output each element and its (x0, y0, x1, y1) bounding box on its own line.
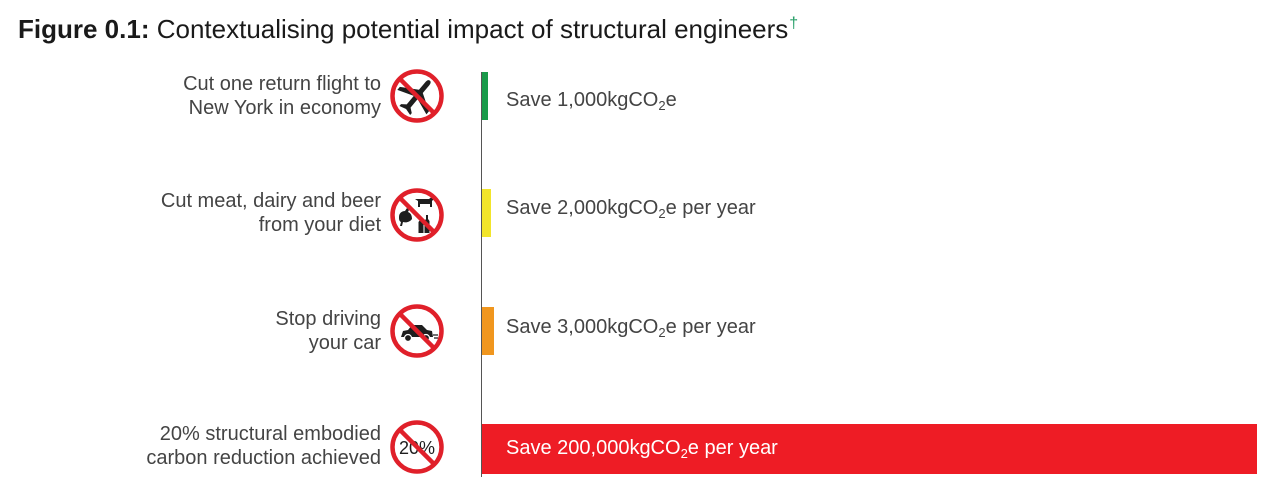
no-flight-icon (390, 69, 444, 123)
bar-flight (482, 72, 488, 120)
row-label: Stop driving your car (81, 307, 381, 355)
no-food-icon (390, 188, 444, 242)
chart-row-diet: Cut meat, dairy and beer from your diet … (0, 188, 1274, 242)
bar-value-label: Save 2,000kgCO2e per year (506, 197, 756, 221)
baseline-axis (481, 72, 482, 477)
row-label-line-1: Cut one return flight to (183, 73, 381, 95)
chart-row-flight: Cut one return flight to New York in eco… (0, 69, 1274, 123)
bar-value-label: Save 1,000kgCO2e (506, 89, 677, 113)
bar-car (482, 307, 494, 355)
figure-number: Figure 0.1: (18, 14, 150, 44)
chart-row-car: Stop driving your car Save 3,000kgCO2e p… (0, 304, 1274, 358)
row-label: Cut meat, dairy and beer from your diet (81, 189, 381, 237)
row-label-line-2: New York in economy (188, 97, 381, 119)
figure-title-text: Contextualising potential impact of stru… (156, 14, 789, 44)
row-label-line-2: from your diet (258, 214, 381, 236)
row-label-line-1: 20% structural embodied (159, 423, 381, 445)
footnote-mark: † (789, 15, 799, 33)
chart-row-structural: 20% structural embodied carbon reduction… (0, 420, 1274, 474)
figure-title: Figure 0.1: Contextualising potential im… (18, 14, 798, 45)
bar-value-label: Save 3,000kgCO2e per year (506, 316, 756, 340)
twenty-percent-icon: 20% (390, 420, 444, 474)
row-label-line-2: carbon reduction achieved (146, 447, 381, 469)
row-label: 20% structural embodied carbon reduction… (81, 422, 381, 470)
no-car-icon (390, 304, 444, 358)
row-label-line-1: Stop driving (275, 308, 381, 330)
bar-diet (482, 189, 491, 237)
bar-structural (482, 424, 1257, 474)
row-label-line-2: your car (308, 332, 381, 354)
row-label: Cut one return flight to New York in eco… (81, 72, 381, 120)
bar-value-label: Save 200,000kgCO2e per year (506, 437, 778, 461)
row-label-line-1: Cut meat, dairy and beer (160, 190, 381, 212)
